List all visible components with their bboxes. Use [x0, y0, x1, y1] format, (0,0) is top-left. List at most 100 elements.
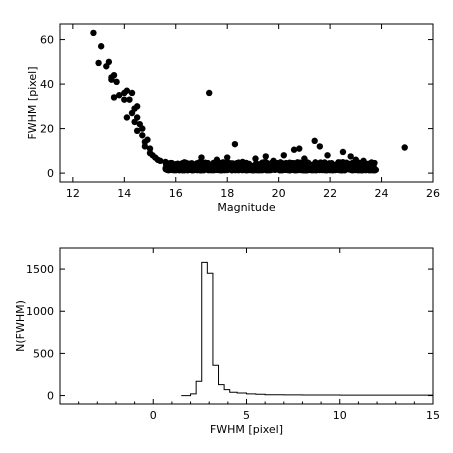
scatter-point [342, 162, 349, 169]
scatter-point [133, 103, 141, 110]
scatter-point [198, 154, 205, 161]
scatter-point [316, 143, 324, 150]
scatter-point [139, 125, 146, 132]
scatter-point [311, 137, 318, 145]
scatter-point [371, 159, 378, 166]
scatter-point [110, 94, 118, 101]
scatter-point [133, 114, 141, 121]
scatter-point [338, 167, 345, 174]
scatter-point [253, 162, 260, 169]
scatter-point [108, 76, 115, 83]
scatter-point [166, 166, 173, 173]
scatter-point [347, 161, 354, 168]
histogram-step-line [181, 261, 433, 397]
scatter-x-tick-label: 16 [169, 187, 183, 200]
histogram-x-tick-label: 0 [150, 409, 157, 422]
scatter-point [304, 159, 311, 166]
scatter-point [401, 144, 408, 151]
scatter-point [289, 166, 296, 173]
histogram-x-ticks: 0 5 10 15 [78, 248, 440, 422]
scatter-point [350, 167, 357, 174]
scatter-point [97, 43, 105, 50]
scatter-x-tick-label: 20 [272, 187, 286, 200]
scatter-point [364, 161, 371, 168]
scatter-point [252, 155, 259, 162]
scatter-point [174, 160, 181, 167]
scatter-point [115, 92, 123, 99]
scatter-point [157, 157, 164, 165]
scatter-x-tick-label: 24 [375, 187, 389, 200]
scatter-y-tick-label: 20 [40, 123, 54, 136]
scatter-y-tick-label: 60 [40, 34, 54, 47]
scatter-x-tick-label: 12 [66, 187, 80, 200]
scatter-point [139, 132, 146, 139]
histogram-y-ticks: 0 500 1000 1500 [26, 263, 433, 403]
scatter-point [113, 78, 120, 86]
histogram-y-tick-label: 1500 [26, 263, 54, 276]
scatter-x-axis-label: Magnitude [217, 201, 276, 214]
scatter-y-tick-label: 0 [47, 167, 54, 180]
scatter-panel: 12 14 16 18 20 22 24 26 0 20 40 60 Magnitude FWHM … [26, 23, 440, 214]
scatter-point [314, 165, 321, 172]
scatter-point [303, 167, 310, 174]
scatter-point [290, 146, 298, 153]
scatter-point [126, 96, 133, 103]
scatter-point [141, 143, 149, 150]
scatter-x-tick-label: 14 [117, 187, 131, 200]
scatter-point [190, 166, 197, 173]
scatter-point [121, 96, 128, 103]
scatter-point [322, 166, 329, 173]
scatter-point [182, 159, 189, 166]
histogram-y-tick-label: 0 [47, 390, 54, 403]
histogram-plot-frame [59, 247, 434, 405]
scatter-point [280, 152, 287, 159]
scatter-point [90, 29, 97, 37]
scatter-y-axis-label: FWHM [pixel] [26, 66, 39, 139]
scatter-point [146, 145, 154, 152]
scatter-point [331, 162, 338, 169]
scatter-point [230, 161, 237, 168]
scatter-point [193, 160, 200, 167]
scatter-point [216, 162, 223, 169]
scatter-y-tick-label: 40 [40, 78, 54, 91]
histogram-x-tick-label: 15 [426, 409, 440, 422]
scatter-point [231, 140, 239, 148]
scatter-x-tick-label: 22 [323, 187, 337, 200]
scatter-point [133, 127, 141, 135]
scatter-x-tick-label: 26 [426, 187, 440, 200]
scatter-point [324, 152, 331, 159]
histogram-x-tick-label: 5 [243, 409, 250, 422]
histogram-x-tick-label: 10 [333, 409, 347, 422]
scatter-y-ticks: 0 20 40 60 [40, 34, 433, 180]
scatter-point [370, 167, 377, 174]
histogram-y-tick-label: 500 [33, 347, 54, 360]
scatter-x-ticks: 12 14 16 18 20 22 24 26 [66, 24, 440, 200]
scatter-point [339, 148, 347, 156]
scatter-point [347, 153, 354, 160]
scatter-plot-frame [59, 23, 434, 183]
scatter-point [362, 166, 369, 173]
scatter-point [311, 161, 318, 168]
scatter-points [90, 29, 408, 174]
histogram-y-tick-label: 1000 [26, 305, 54, 318]
scatter-point [261, 165, 268, 172]
histogram-x-axis-label: FWHM [pixel] [210, 423, 283, 436]
scatter-point [223, 167, 230, 174]
histogram-y-axis-label: N(FWHM) [14, 300, 27, 352]
scatter-point [144, 136, 151, 143]
scatter-point [123, 87, 131, 94]
scatter-point [268, 159, 275, 166]
scatter-point [95, 59, 102, 67]
histogram-panel: 0 5 10 15 0 500 1000 1500 FWHM [pixel] N(FWHM) [14, 247, 440, 436]
scatter-point [181, 167, 188, 174]
scatter-point [198, 162, 205, 169]
scatter-point [296, 145, 303, 152]
scatter-point [277, 165, 284, 172]
scatter-point [187, 160, 194, 167]
scatter-point [224, 154, 231, 161]
scatter-point [209, 163, 216, 170]
scatter-point [248, 165, 255, 172]
scatter-point [242, 163, 249, 170]
scatter-point [206, 89, 213, 97]
